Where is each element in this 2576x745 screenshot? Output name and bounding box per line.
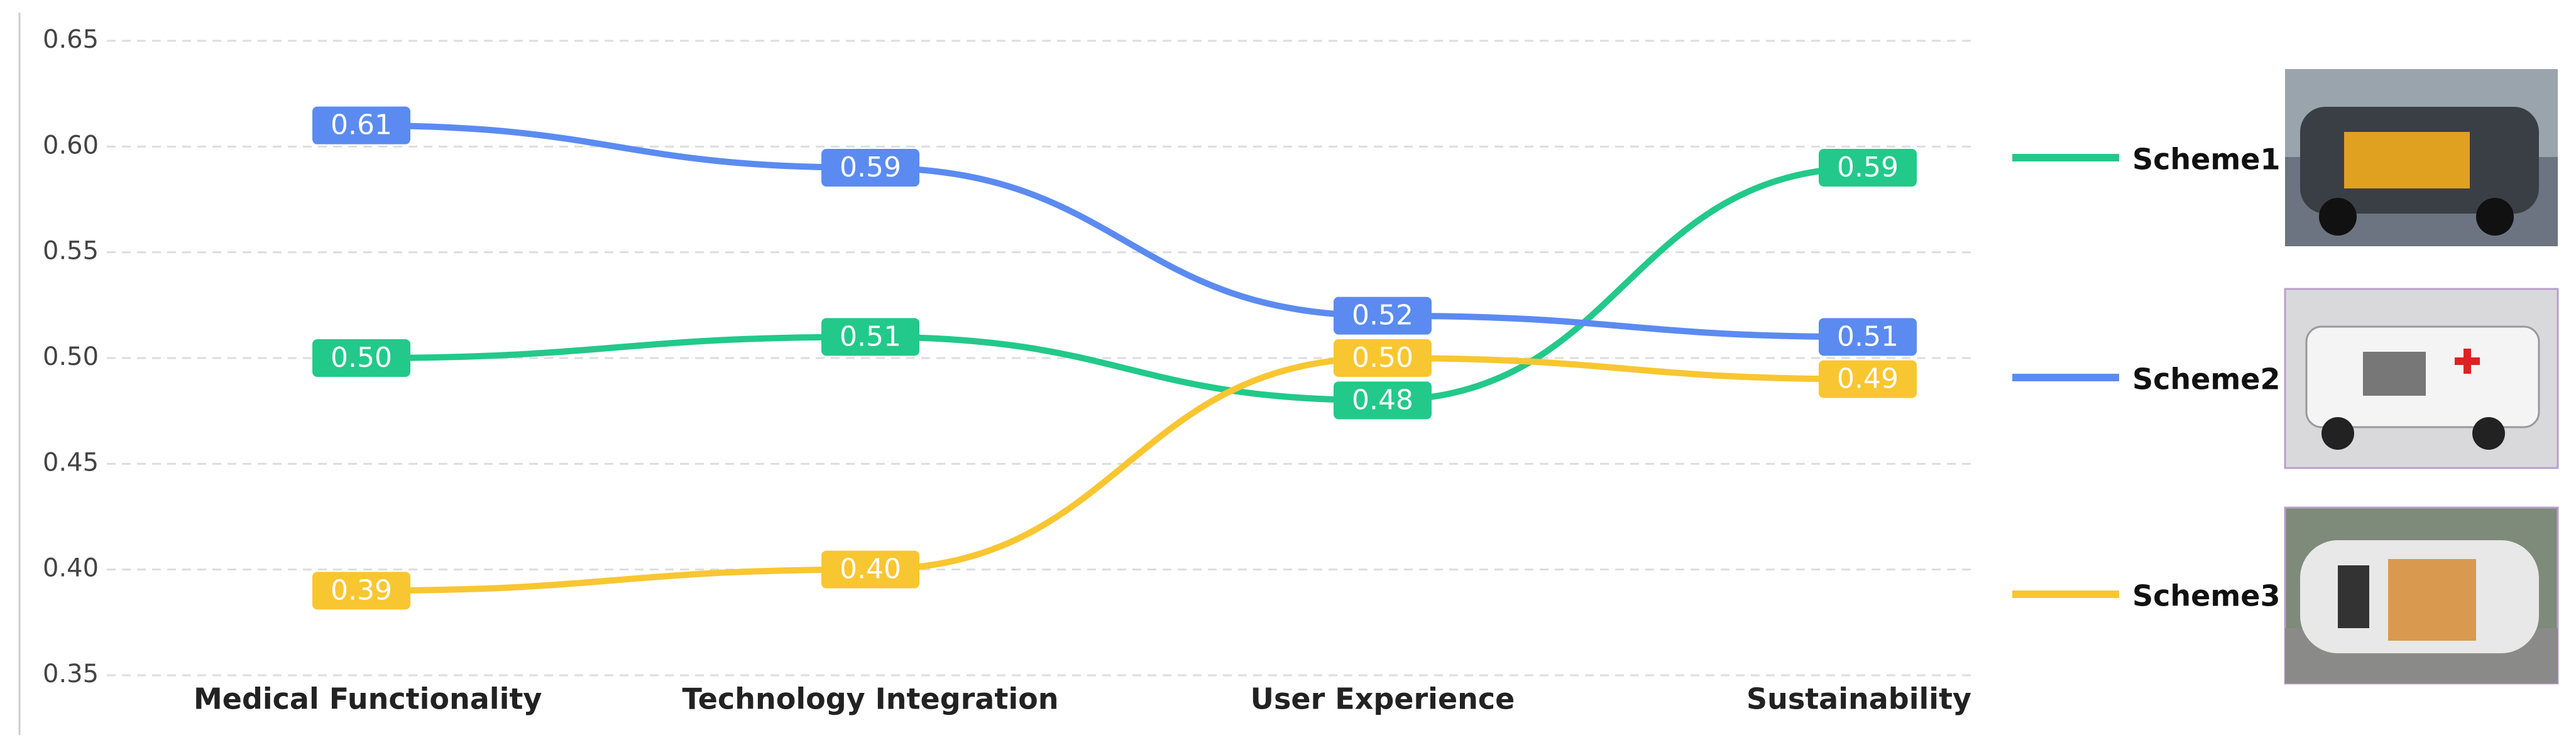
value-label-box bbox=[312, 572, 410, 610]
value-label: 0.39 bbox=[331, 574, 392, 606]
y-tick-label: 0.55 bbox=[43, 237, 99, 266]
value-label-box bbox=[1334, 296, 1432, 335]
value-label-box bbox=[1819, 149, 1917, 187]
value-label-box bbox=[821, 149, 919, 187]
value-label-box bbox=[1334, 381, 1432, 420]
legend-label: Scheme1 bbox=[2132, 143, 2280, 177]
value-label-box bbox=[1819, 360, 1917, 398]
value-label-box bbox=[821, 318, 919, 356]
value-label: 0.50 bbox=[331, 342, 392, 374]
y-tick-label: 0.60 bbox=[43, 131, 99, 160]
value-label: 0.40 bbox=[840, 553, 901, 585]
scheme3-image bbox=[2284, 506, 2559, 685]
value-label: 0.48 bbox=[1352, 384, 1413, 416]
value-label-box bbox=[312, 106, 410, 144]
value-label: 0.59 bbox=[1837, 151, 1899, 183]
value-label: 0.61 bbox=[331, 109, 392, 141]
y-tick-label: 0.65 bbox=[43, 25, 99, 54]
x-tick-label: Sustainability bbox=[1746, 682, 1971, 716]
legend-label: Scheme2 bbox=[2132, 362, 2280, 396]
series-line bbox=[358, 122, 1871, 340]
value-label: 0.50 bbox=[1352, 342, 1413, 374]
series-line bbox=[358, 354, 1871, 594]
value-label-box bbox=[1819, 318, 1917, 356]
value-label: 0.51 bbox=[1837, 320, 1899, 352]
x-tick-label: Medical Functionality bbox=[194, 682, 542, 716]
y-tick-label: 0.45 bbox=[43, 448, 99, 477]
scheme-images bbox=[2284, 69, 2559, 685]
y-tick-label: 0.40 bbox=[43, 554, 99, 583]
value-label: 0.52 bbox=[1352, 300, 1413, 332]
value-label-box bbox=[312, 339, 410, 377]
value-label: 0.51 bbox=[840, 320, 901, 352]
value-label: 0.59 bbox=[840, 151, 901, 183]
legend-label: Scheme3 bbox=[2132, 579, 2280, 613]
x-tick-label: User Experience bbox=[1251, 682, 1515, 716]
y-tick-label: 0.35 bbox=[43, 660, 99, 688]
value-label: 0.49 bbox=[1837, 363, 1899, 395]
scheme1-image bbox=[2285, 69, 2558, 246]
x-tick-label: Technology Integration bbox=[682, 682, 1059, 716]
series-line bbox=[358, 165, 1871, 404]
scheme2-image bbox=[2284, 288, 2559, 469]
value-label-box bbox=[1334, 339, 1432, 377]
value-label-box bbox=[821, 550, 919, 589]
y-tick-label: 0.50 bbox=[43, 342, 99, 371]
